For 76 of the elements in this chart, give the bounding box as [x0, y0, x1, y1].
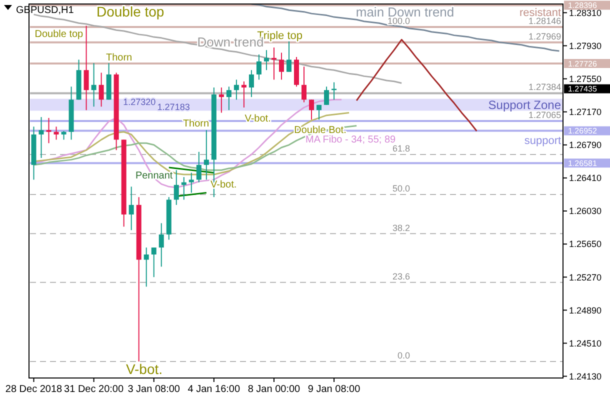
candlestick [38, 116, 44, 158]
candlestick [188, 172, 194, 194]
y-tick-label: 1.25270 [569, 272, 602, 282]
annotation: 38.2 [392, 222, 410, 233]
annotation: Thorn [182, 118, 210, 130]
annotation: support [524, 134, 562, 147]
y-tick-label: 1.27550 [569, 74, 602, 84]
y-tick-label: 1.25650 [569, 239, 602, 250]
annotation: 100.0 [388, 16, 410, 26]
line-series [356, 38, 478, 132]
annotation: V-bot. [126, 360, 163, 377]
candlestick [264, 50, 269, 71]
candlestick [302, 66, 307, 103]
x-tick-label: 3 Jan 08:00 [128, 384, 180, 395]
candlestick [204, 130, 209, 180]
candlestick [181, 176, 186, 200]
y-tick-label: 1.26030 [569, 206, 602, 216]
annotation: V-bot. [244, 114, 271, 124]
text: 1.27435 [568, 84, 598, 94]
annotation: Double top [96, 4, 164, 20]
candlestick [286, 40, 292, 72]
annotation: 0.0 [398, 350, 410, 361]
annotation: 23.6 [392, 271, 410, 282]
candlestick [324, 86, 330, 106]
annotation: MA Fibo - 34; 55; 89 [306, 134, 396, 146]
candlestick [144, 247, 149, 288]
annotation: 1.27183 [157, 102, 190, 112]
candlestick [196, 151, 202, 183]
annotation: Double Bot. [294, 125, 346, 136]
x-tick-label: 31 Dec 20:00 [64, 384, 124, 395]
candlestick [84, 25, 89, 111]
candlestick [151, 247, 156, 278]
band-label: Support Zone [488, 98, 562, 112]
ref-line-label: 1.26952 [568, 126, 598, 136]
y-tick-label: 1.26790 [569, 140, 602, 150]
annotation: 1.27969 [528, 32, 562, 42]
candlestick [46, 117, 52, 144]
candlestick [218, 87, 224, 114]
candlestick [278, 52, 284, 80]
y-tick-label: 1.27930 [569, 40, 602, 51]
candlestick [316, 104, 322, 120]
x-tick-label: 8 Jan 00:00 [248, 384, 301, 395]
candlestick [128, 186, 134, 231]
y-tick-label: 1.28310 [569, 8, 602, 18]
candlestick [234, 79, 239, 100]
y-tick-label: 1.26410 [569, 173, 602, 184]
annotation: 50.0 [392, 184, 410, 194]
x-tick-label: 9 Jan 08:00 [308, 384, 361, 395]
y-tick-label: 1.27170 [569, 107, 602, 117]
candlestick [98, 72, 104, 108]
annotation: 1.27384 [528, 82, 562, 92]
candlestick [226, 86, 232, 111]
ref-line-label: 1.27726 [568, 59, 598, 68]
annotation: 1.27065 [528, 110, 562, 120]
annotation: 1.27320 [123, 96, 156, 107]
annotation: 1.28146 [528, 16, 562, 26]
candlestick [54, 126, 59, 140]
x-tick-label: 4 Jan 16:00 [188, 384, 240, 395]
annotation: resistant [520, 6, 562, 19]
ref-line-label: 1.26581 [568, 158, 598, 168]
x-tick-label: 28 Dec 2018 [5, 384, 63, 395]
y-tick-label: 1.24890 [569, 305, 602, 316]
candlestick [248, 70, 254, 98]
candlestick [241, 80, 246, 108]
annotation: Thorn [106, 52, 132, 64]
y-tick-label: 1.24510 [569, 338, 602, 348]
candlestick [91, 62, 96, 108]
annotation: Pennant [135, 170, 173, 182]
candlestick [174, 170, 179, 206]
candlestick [256, 54, 262, 80]
ref-line-label: 1.28396 [568, 1, 598, 10]
annotation: Double top [34, 29, 84, 40]
y-tick-label: 1.24130 [569, 371, 602, 382]
candlestick [158, 222, 164, 268]
annotation: 61.8 [392, 144, 410, 154]
candlestick [309, 99, 314, 120]
